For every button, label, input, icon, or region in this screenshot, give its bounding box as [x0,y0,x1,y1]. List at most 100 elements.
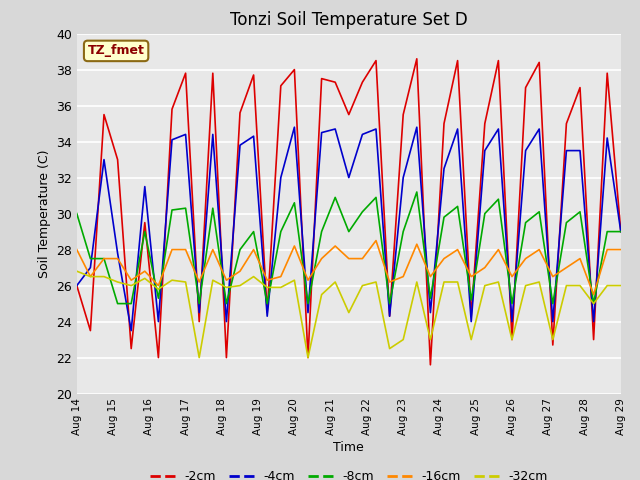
-16cm [426,274,434,279]
-16cm [508,274,516,279]
-8cm [549,300,557,306]
-2cm [399,112,407,118]
-16cm [372,238,380,243]
-4cm [549,319,557,324]
-32cm [182,279,189,285]
-16cm [100,256,108,262]
-2cm [345,112,353,118]
-16cm [277,274,285,279]
-2cm [563,120,570,126]
-4cm [182,132,189,137]
-32cm [236,283,244,288]
-4cm [522,148,529,154]
Legend: -2cm, -4cm, -8cm, -16cm, -32cm: -2cm, -4cm, -8cm, -16cm, -32cm [145,465,553,480]
-32cm [358,283,366,288]
-2cm [264,310,271,315]
-8cm [250,228,257,234]
-8cm [236,247,244,252]
-16cm [264,277,271,283]
-2cm [127,346,135,351]
-4cm [127,328,135,334]
-8cm [426,295,434,301]
-2cm [413,56,420,61]
-4cm [332,126,339,132]
-4cm [73,283,81,288]
-2cm [604,70,611,76]
-8cm [495,196,502,202]
-4cm [86,264,94,270]
-16cm [332,243,339,249]
-2cm [73,283,81,288]
-16cm [522,256,529,262]
-2cm [617,228,625,234]
-8cm [345,228,353,234]
-4cm [413,124,420,130]
-4cm [481,148,489,154]
-4cm [223,319,230,324]
-2cm [440,120,448,126]
-32cm [399,336,407,342]
-32cm [386,346,394,351]
-32cm [495,279,502,285]
-2cm [358,79,366,85]
-4cm [100,156,108,162]
-8cm [508,300,516,306]
-16cm [209,247,216,252]
-32cm [372,279,380,285]
-16cm [304,277,312,283]
-2cm [467,313,475,319]
-4cm [236,142,244,148]
-16cm [576,256,584,262]
-8cm [440,214,448,220]
-8cm [467,297,475,303]
-8cm [522,220,529,226]
-16cm [495,247,502,252]
-16cm [589,292,597,298]
-2cm [372,58,380,63]
-2cm [182,70,189,76]
-8cm [413,189,420,195]
Line: -4cm: -4cm [77,127,621,331]
-32cm [535,279,543,285]
-8cm [264,300,271,306]
-4cm [617,228,625,234]
-32cm [154,286,162,292]
-2cm [277,83,285,89]
-32cm [413,279,420,285]
-2cm [522,84,529,90]
-8cm [86,256,94,262]
Title: Tonzi Soil Temperature Set D: Tonzi Soil Temperature Set D [230,11,468,29]
-32cm [277,285,285,290]
-4cm [399,175,407,180]
-2cm [250,72,257,78]
-8cm [114,300,122,306]
-4cm [589,319,597,324]
-8cm [154,295,162,301]
-4cm [426,310,434,315]
-32cm [332,279,339,285]
-16cm [317,256,325,262]
-4cm [168,137,176,143]
-4cm [209,132,216,137]
-8cm [141,228,148,234]
-8cm [73,211,81,216]
-16cm [454,247,461,252]
-2cm [549,342,557,348]
-4cm [358,132,366,137]
-32cm [250,274,257,279]
-8cm [209,205,216,211]
-16cm [114,256,122,262]
-16cm [73,247,81,252]
-2cm [141,220,148,226]
Text: TZ_fmet: TZ_fmet [88,44,145,58]
-2cm [168,107,176,112]
-2cm [291,67,298,72]
-32cm [264,285,271,290]
-8cm [454,204,461,209]
-16cm [386,279,394,285]
-32cm [100,274,108,279]
-4cm [317,130,325,135]
-32cm [440,279,448,285]
-32cm [617,283,625,288]
-32cm [481,283,489,288]
